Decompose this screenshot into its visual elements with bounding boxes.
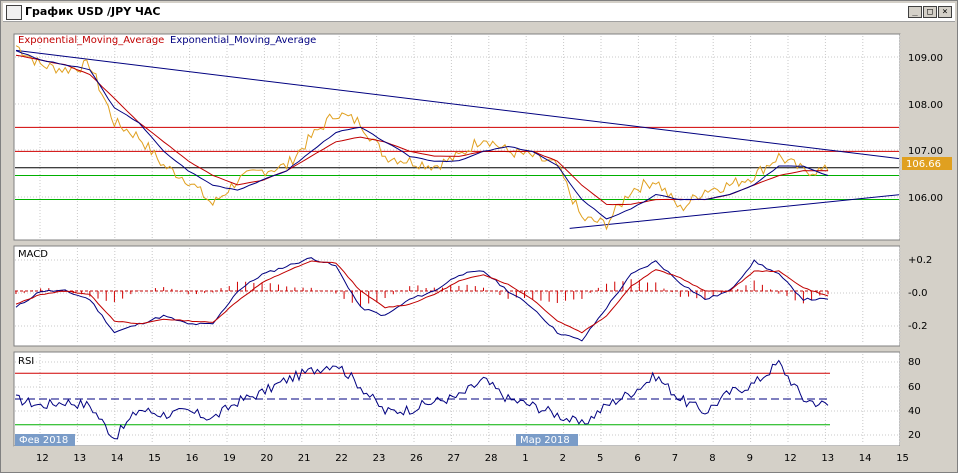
price-tick-106: 106.00 (908, 193, 943, 204)
macd-tick-zero: -0.0 (908, 288, 928, 299)
minimize-button[interactable]: _ (908, 6, 922, 18)
price-horizontal-levels (15, 126, 899, 201)
day-label: 27 (447, 453, 460, 464)
day-label: 15 (896, 453, 909, 464)
rsi-line (15, 359, 829, 440)
time-scale (14, 446, 956, 471)
day-label: 5 (597, 453, 603, 464)
price-tick-107: 107.00 (908, 146, 943, 157)
price-panel[interactable] (13, 33, 901, 241)
title-bar: График USD /JPY ЧАС _ □ × (3, 3, 955, 22)
day-label: 28 (485, 453, 498, 464)
macd-tick-plus: +0.2 (908, 255, 932, 266)
current-price-badge (902, 157, 952, 170)
current-price-value: 106.66 (906, 159, 941, 170)
trendlines[interactable] (15, 49, 900, 229)
day-label: 9 (747, 453, 753, 464)
day-label: 21 (298, 453, 311, 464)
day-label: 16 (186, 453, 199, 464)
rsi-panel[interactable] (13, 351, 901, 447)
day-label: 19 (223, 453, 236, 464)
day-label: 2 (560, 453, 566, 464)
month-label-mar-bg (516, 434, 578, 446)
rsi-levels (15, 372, 830, 426)
ema-label-1: Exponential_Moving_Average (18, 35, 164, 46)
price-tick-109: 109.00 (908, 53, 943, 64)
day-label: 22 (335, 453, 348, 464)
close-button[interactable]: × (938, 6, 952, 18)
month-label-feb: Фев 2018 (19, 435, 68, 446)
rsi-tick-40: 40 (908, 406, 921, 417)
ema-label-2: Exponential_Moving_Average (170, 35, 316, 46)
window-title: График USD /JPY ЧАС (25, 5, 161, 18)
day-label: 1 (522, 453, 528, 464)
macd-line (15, 257, 829, 342)
day-label: 14 (111, 453, 124, 464)
trendline[interactable] (15, 49, 900, 160)
macd-signal-line (15, 260, 829, 334)
price-series-line (15, 45, 829, 231)
macd-tick-minus: -0.2 (908, 321, 928, 332)
day-label: 12 (36, 453, 49, 464)
macd-panel[interactable] (13, 245, 901, 347)
price-tick-108: 108.00 (908, 100, 943, 111)
day-label: 13 (73, 453, 86, 464)
price-scale (900, 34, 956, 446)
day-label: 8 (709, 453, 715, 464)
month-label-feb-bg (15, 434, 75, 446)
trendline[interactable] (569, 194, 900, 229)
day-label: 23 (373, 453, 386, 464)
macd-histogram (15, 279, 830, 307)
day-label: 14 (859, 453, 872, 464)
rsi-label: RSI (18, 356, 34, 367)
day-label: 12 (784, 453, 797, 464)
day-labels: 12 13 14 15 16 19 20 21 22 23 26 27 28 1 2 5 6 7 8 9 12 13 14 1… (36, 453, 909, 464)
rsi-tick-60: 60 (908, 382, 921, 393)
maximize-button[interactable]: □ (923, 6, 937, 18)
day-label: 26 (410, 453, 423, 464)
month-label-mar: Мар 2018 (520, 435, 570, 446)
rsi-tick-20: 20 (908, 430, 921, 441)
chart-app-icon (6, 5, 22, 20)
macd-label: MACD (18, 249, 48, 260)
day-label: 20 (260, 453, 273, 464)
day-label: 6 (634, 453, 640, 464)
day-label: 7 (672, 453, 678, 464)
rsi-tick-80: 80 (908, 357, 921, 368)
day-label: 13 (821, 453, 834, 464)
day-label: 15 (148, 453, 161, 464)
ema-fast-line (15, 50, 829, 220)
